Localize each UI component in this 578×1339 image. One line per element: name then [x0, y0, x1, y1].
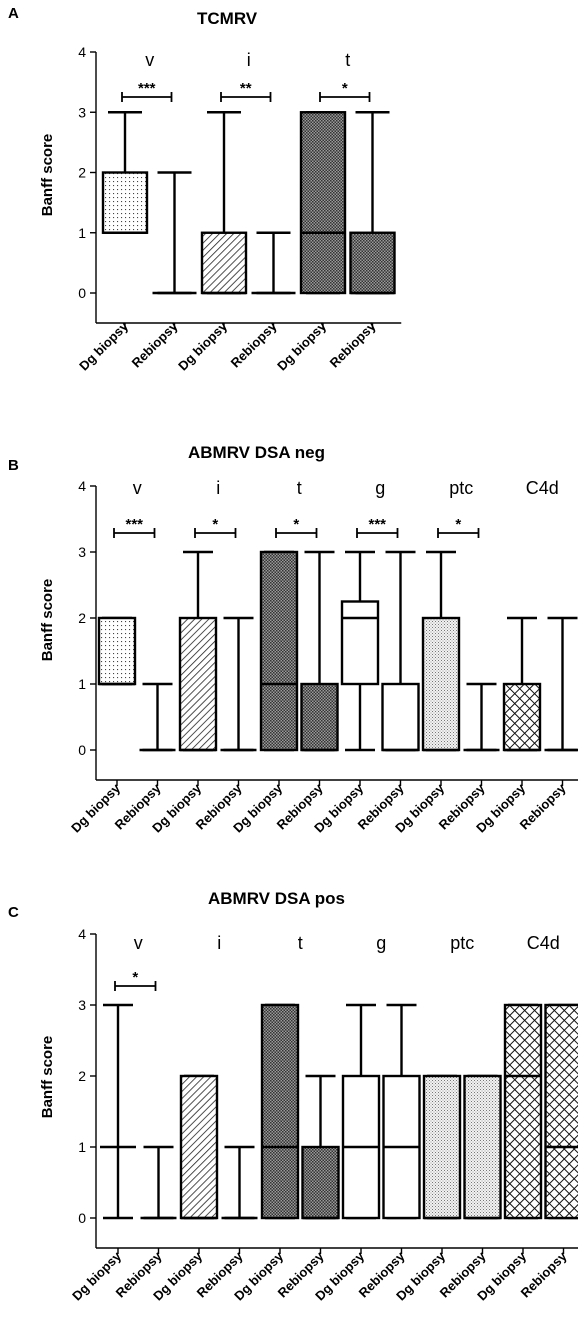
x-tick-label: Rebiopsy: [129, 318, 182, 371]
group-label: v: [133, 478, 142, 498]
box-body: [200, 231, 248, 295]
x-tick-label: Dg biopsy: [274, 318, 330, 374]
panel-letter: B: [8, 457, 19, 474]
group-label: C4d: [527, 933, 560, 953]
x-tick-label: Dg biopsy: [68, 780, 124, 836]
y-tick-label: 2: [78, 610, 86, 626]
significance-label: **: [240, 80, 252, 97]
box-body: [301, 1145, 340, 1220]
box-body: [463, 1074, 502, 1220]
y-tick-label: 2: [78, 165, 86, 181]
box-body: [101, 171, 149, 234]
significance-label: ***: [125, 516, 143, 533]
group-label: i: [216, 478, 220, 498]
group-label: i: [247, 50, 251, 70]
y-tick-label: 0: [78, 285, 86, 301]
x-tick-label: Rebiopsy: [228, 318, 281, 371]
y-tick-label: 4: [78, 926, 86, 942]
x-tick-label: Dg biopsy: [175, 318, 231, 374]
y-tick-label: 1: [78, 225, 86, 241]
group-label: ptc: [449, 478, 473, 498]
significance-label: ***: [368, 516, 386, 533]
chart-title: ABMRV DSA neg: [188, 443, 325, 462]
significance-label: *: [212, 516, 218, 533]
y-tick-label: 4: [78, 478, 86, 494]
box-body: [422, 1074, 462, 1220]
x-tick-label: Rebiopsy: [327, 318, 380, 371]
significance-label: *: [132, 969, 138, 986]
group-label: t: [297, 478, 302, 498]
group-label: v: [145, 50, 154, 70]
y-axis-label: Banff score: [39, 579, 56, 662]
y-tick-label: 3: [78, 544, 86, 560]
significance-label: *: [293, 516, 299, 533]
group-label: v: [134, 933, 143, 953]
box-body: [381, 682, 420, 752]
significance-label: *: [342, 80, 348, 97]
box-body: [179, 1074, 219, 1220]
box-body: [178, 616, 218, 752]
group-label: t: [298, 933, 303, 953]
group-label: t: [345, 50, 350, 70]
y-tick-label: 3: [78, 997, 86, 1013]
box-body: [300, 682, 339, 752]
significance-label: ***: [138, 80, 156, 97]
box-body: [544, 1003, 578, 1220]
group-label: ptc: [450, 933, 474, 953]
box-body: [502, 682, 542, 752]
y-tick-label: 1: [78, 676, 86, 692]
group-label: g: [376, 933, 386, 953]
box-body: [421, 616, 461, 752]
y-tick-label: 3: [78, 104, 86, 120]
y-tick-label: 0: [78, 1210, 86, 1226]
chart-title: ABMRV DSA pos: [208, 889, 345, 908]
box-body: [349, 231, 396, 295]
significance-label: *: [455, 516, 461, 533]
y-tick-label: 1: [78, 1139, 86, 1155]
box-body: [340, 600, 380, 686]
chart-title: TCMRV: [197, 9, 258, 28]
box-body: [503, 1003, 543, 1220]
panel-letter: C: [8, 904, 19, 921]
box-body: [299, 111, 347, 295]
box-body: [260, 1003, 300, 1220]
y-tick-label: 2: [78, 1068, 86, 1084]
y-axis-label: Banff score: [39, 1036, 56, 1119]
group-label: C4d: [526, 478, 559, 498]
x-tick-label: Dg biopsy: [76, 318, 132, 374]
box-body: [97, 616, 137, 686]
y-axis-label: Banff score: [39, 134, 56, 217]
y-tick-label: 4: [78, 44, 86, 60]
panel-letter: A: [8, 5, 19, 22]
group-label: i: [217, 933, 221, 953]
y-tick-label: 0: [78, 742, 86, 758]
x-tick-label: Dg biopsy: [69, 1248, 125, 1304]
box-body: [259, 550, 299, 752]
group-label: g: [375, 478, 385, 498]
